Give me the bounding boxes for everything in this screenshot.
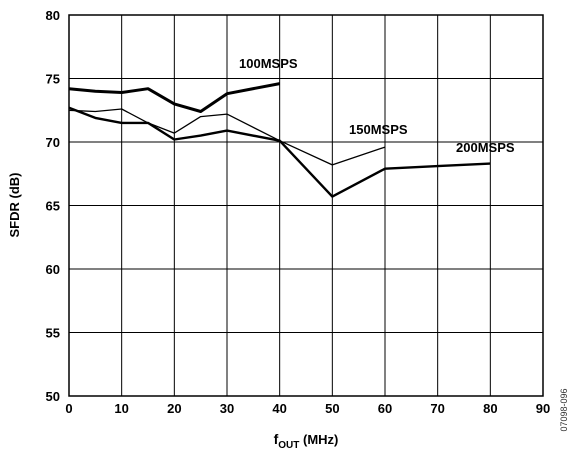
series-line-150msps (68, 108, 386, 166)
y-tick-label-55: 55 (46, 326, 60, 341)
series-line-200msps (68, 106, 491, 198)
grid-lines (69, 15, 543, 396)
x-axis-title-main: f (274, 431, 279, 447)
tick-labels: 0 10 20 30 40 50 60 70 80 90 50 55 60 65 70 75 80 (46, 8, 551, 416)
x-axis-title-unit: (MHz) (299, 432, 338, 447)
plot-frame (68, 14, 544, 397)
y-tick-label-70: 70 (46, 135, 60, 150)
y-tick-label-60: 60 (46, 262, 60, 277)
y-tick-label-75: 75 (46, 72, 60, 87)
x-tick-label-60: 60 (378, 401, 392, 416)
y-tick-label-50: 50 (46, 389, 60, 404)
x-tick-label-0: 0 (65, 401, 72, 416)
y-axis-title: SFDR (dB) (7, 173, 22, 238)
series-line-100msps (68, 82, 280, 113)
y-tick-label-80: 80 (46, 8, 60, 23)
series-label-200msps: 200MSPS (456, 140, 515, 155)
x-tick-label-40: 40 (272, 401, 286, 416)
x-tick-label-90: 90 (536, 401, 550, 416)
x-axis-title: fOUT (MHz) (274, 431, 339, 451)
figure-code: 07098-096 (559, 388, 569, 431)
series-label-150msps: 150MSPS (349, 122, 408, 137)
x-axis-title-subscript: OUT (278, 440, 299, 451)
series-lines (68, 82, 491, 198)
series-label-100msps: 100MSPS (239, 56, 298, 71)
x-tick-label-10: 10 (114, 401, 128, 416)
x-tick-label-30: 30 (220, 401, 234, 416)
x-tick-label-80: 80 (483, 401, 497, 416)
x-tick-label-50: 50 (325, 401, 339, 416)
y-tick-label-65: 65 (46, 199, 60, 214)
x-tick-label-70: 70 (430, 401, 444, 416)
x-tick-label-20: 20 (167, 401, 181, 416)
